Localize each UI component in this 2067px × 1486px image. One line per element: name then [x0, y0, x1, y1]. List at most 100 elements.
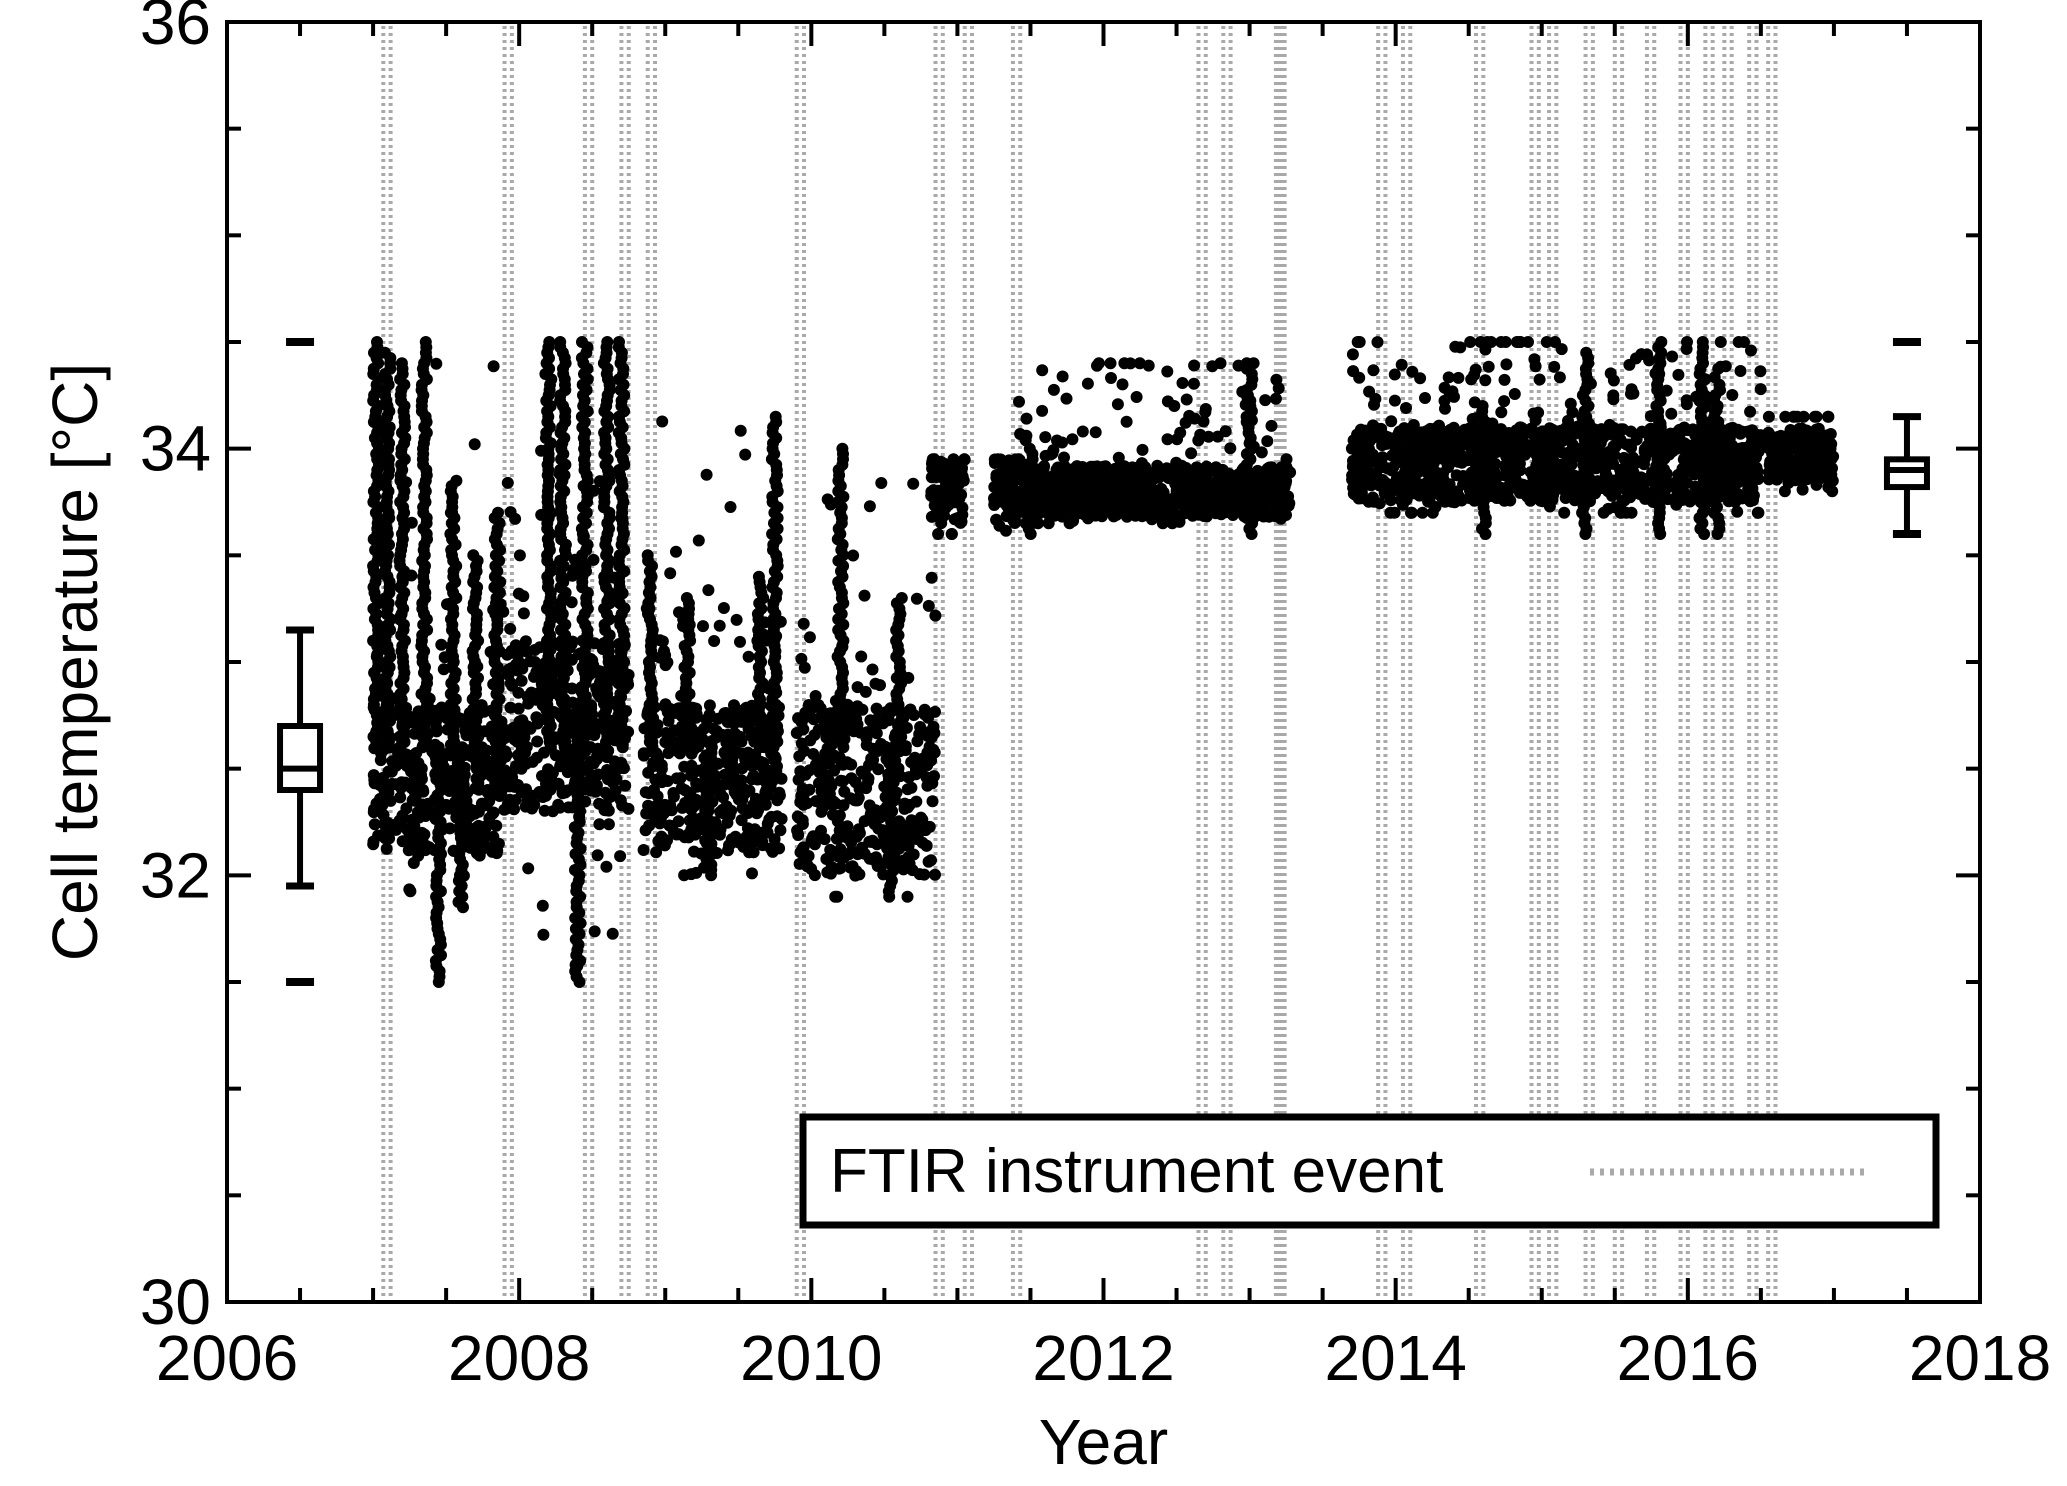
data-point: [404, 828, 416, 840]
data-point: [542, 763, 554, 775]
data-point: [1544, 422, 1556, 434]
data-point: [1347, 365, 1359, 377]
data-point: [816, 707, 828, 719]
data-point: [1273, 382, 1285, 394]
data-point: [1093, 357, 1105, 369]
data-point: [1609, 501, 1621, 513]
data-point: [1439, 403, 1451, 415]
data-point: [903, 858, 915, 870]
data-point: [1755, 383, 1767, 395]
data-point: [844, 792, 856, 804]
data-point: [1618, 452, 1630, 464]
data-point: [487, 831, 499, 843]
data-point: [871, 703, 883, 715]
data-point: [1499, 374, 1511, 386]
data-point: [1794, 432, 1806, 444]
data-point: [738, 783, 750, 795]
data-point: [804, 764, 816, 776]
data-point: [527, 756, 539, 768]
data-point: [1560, 492, 1572, 504]
data-point: [1443, 371, 1455, 383]
data-point: [1419, 392, 1431, 404]
data-point: [1189, 413, 1201, 425]
data-point: [1544, 501, 1556, 513]
data-point: [1764, 456, 1776, 468]
data-point: [946, 528, 958, 540]
data-point: [1665, 408, 1677, 420]
data-point: [1519, 425, 1531, 437]
data-point: [725, 501, 737, 513]
data-point: [1036, 364, 1048, 376]
data-point: [773, 787, 785, 799]
data-point: [1407, 425, 1419, 437]
data-point: [1058, 452, 1070, 464]
data-point: [481, 799, 493, 811]
data-point: [560, 753, 572, 765]
data-point: [831, 811, 843, 823]
data-point: [1621, 439, 1633, 451]
data-point: [1087, 509, 1099, 521]
data-point: [1443, 386, 1455, 398]
data-point: [610, 785, 622, 797]
data-point: [467, 549, 479, 561]
data-point: [1496, 492, 1508, 504]
data-point: [1608, 375, 1620, 387]
data-point: [1779, 411, 1791, 423]
data-point: [505, 702, 517, 714]
data-point: [537, 900, 549, 912]
data-point: [1113, 487, 1125, 499]
data-point: [1367, 419, 1379, 431]
data-point: [1389, 507, 1401, 519]
data-point: [826, 861, 838, 873]
data-point: [1503, 427, 1515, 439]
data-point: [1112, 398, 1124, 410]
data-point: [902, 783, 914, 795]
data-point: [1451, 469, 1463, 481]
data-point: [374, 779, 386, 791]
data-point: [803, 699, 815, 711]
data-point: [953, 471, 965, 483]
data-point: [743, 651, 755, 663]
data-point: [675, 772, 687, 784]
data-point: [1347, 459, 1359, 471]
data-point: [1733, 336, 1745, 348]
data-point: [1766, 431, 1778, 443]
data-point: [1624, 491, 1636, 503]
data-point: [1167, 493, 1179, 505]
data-point: [1607, 389, 1619, 401]
data-point: [1061, 393, 1073, 405]
data-point: [1131, 464, 1143, 476]
data-point: [1470, 364, 1482, 376]
data-point: [469, 438, 481, 450]
data-point: [1534, 374, 1546, 386]
data-point: [1117, 378, 1129, 390]
data-point: [614, 850, 626, 862]
data-point: [1532, 455, 1544, 467]
data-point: [1365, 467, 1377, 479]
data-point: [514, 549, 526, 561]
data-point: [1715, 336, 1727, 348]
data-point: [770, 411, 782, 423]
data-point: [1666, 444, 1678, 456]
data-point: [700, 714, 712, 726]
data-point: [731, 614, 743, 626]
data-point: [835, 775, 847, 787]
data-point: [791, 727, 803, 739]
data-point: [378, 818, 390, 830]
data-point: [875, 477, 887, 489]
data-point: [1425, 471, 1437, 483]
data-point: [554, 336, 566, 348]
data-point: [1167, 465, 1179, 477]
data-point: [767, 846, 779, 858]
data-point: [1224, 442, 1236, 454]
data-point: [450, 475, 462, 487]
data-point: [852, 681, 864, 693]
data-point: [1636, 488, 1648, 500]
data-point: [776, 813, 788, 825]
data-point: [1742, 470, 1754, 482]
data-point: [1592, 453, 1604, 465]
data-point: [374, 793, 386, 805]
data-point: [921, 840, 933, 852]
data-point: [1827, 475, 1839, 487]
data-point: [1495, 336, 1507, 348]
